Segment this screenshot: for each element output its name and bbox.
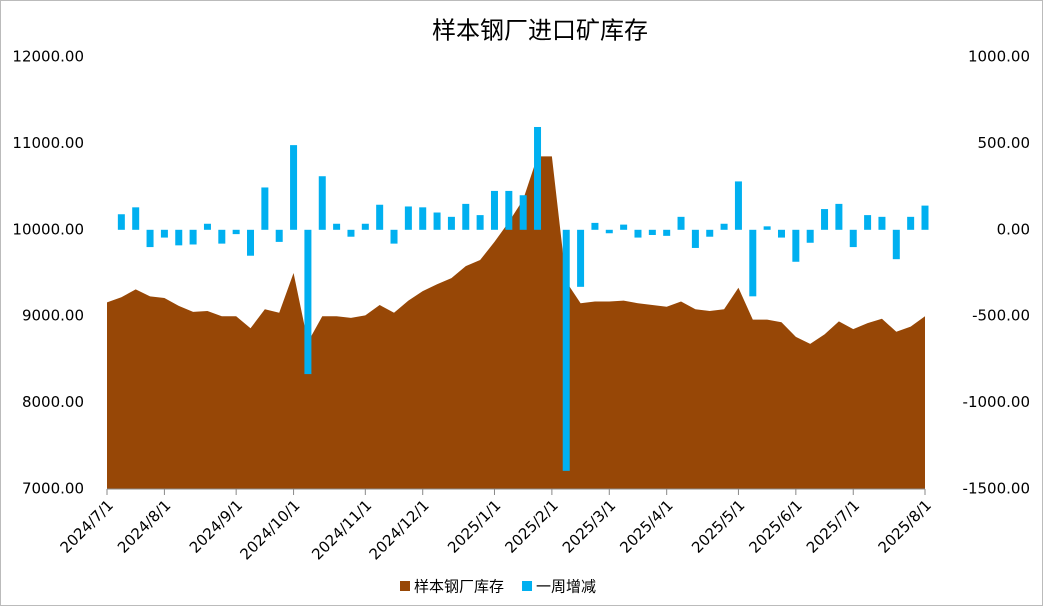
bar xyxy=(677,216,685,230)
bar xyxy=(605,229,613,234)
bar xyxy=(261,187,269,230)
legend-label: 样本钢厂库存 xyxy=(414,578,504,596)
bar xyxy=(189,229,197,245)
bar xyxy=(849,229,857,248)
bar xyxy=(376,204,384,230)
y2-tick-label: -1500.00 xyxy=(963,480,1030,498)
legend-swatch xyxy=(522,581,533,591)
y2-tick-label: 1000.00 xyxy=(968,48,1030,66)
bar xyxy=(878,216,886,230)
bar xyxy=(419,207,427,230)
bar xyxy=(232,229,240,235)
bar xyxy=(390,229,398,244)
bar xyxy=(203,223,211,230)
y-tick-label: 11000.00 xyxy=(12,134,84,152)
bar xyxy=(117,214,125,230)
bar xyxy=(821,209,829,230)
y2-tick-label: -1000.00 xyxy=(963,393,1030,411)
bar xyxy=(577,229,585,287)
bar xyxy=(620,224,628,230)
bar xyxy=(476,215,484,230)
y-tick-label: 7000.00 xyxy=(22,480,84,498)
bar xyxy=(218,229,226,244)
y-tick-label: 8000.00 xyxy=(22,393,84,411)
bar xyxy=(132,207,140,230)
bar xyxy=(519,195,527,230)
bar xyxy=(347,229,355,237)
legend-label: 一周增减 xyxy=(536,578,596,596)
bar xyxy=(921,205,929,230)
bar xyxy=(361,223,369,230)
bar xyxy=(290,145,298,230)
bar xyxy=(706,229,714,237)
y2-tick-label: 0.00 xyxy=(997,220,1030,238)
bar xyxy=(304,229,312,375)
bar xyxy=(404,206,412,230)
bar xyxy=(534,126,542,230)
bar xyxy=(591,222,599,230)
bar xyxy=(505,190,513,230)
y-tick-label: 9000.00 xyxy=(22,307,84,325)
bar xyxy=(792,229,800,262)
bar xyxy=(318,176,326,230)
bar xyxy=(247,229,255,256)
bar xyxy=(864,215,872,230)
bar xyxy=(462,203,470,230)
bar xyxy=(447,216,455,230)
bar xyxy=(663,229,671,236)
bar xyxy=(634,229,642,238)
y-tick-label: 12000.00 xyxy=(12,48,84,66)
area xyxy=(107,156,925,490)
chart-title: 样本钢厂进口矿库存 xyxy=(432,17,648,45)
legend-swatch xyxy=(400,581,410,591)
bar xyxy=(691,229,699,248)
y2-tick-label: -500.00 xyxy=(972,307,1030,325)
bar xyxy=(749,229,757,297)
bar xyxy=(146,229,154,248)
bar xyxy=(490,190,498,230)
bar xyxy=(777,229,785,238)
y2-tick-label: 500.00 xyxy=(978,134,1031,152)
bar xyxy=(648,229,656,235)
bar xyxy=(175,229,183,246)
bar xyxy=(333,223,341,230)
y-tick-label: 10000.00 xyxy=(12,220,84,238)
bar xyxy=(720,223,728,230)
bar xyxy=(160,229,168,238)
bar xyxy=(562,229,570,471)
bar xyxy=(275,229,283,242)
bar xyxy=(734,181,742,230)
bar xyxy=(763,226,771,230)
bar xyxy=(806,229,814,243)
bar xyxy=(835,203,843,230)
bar xyxy=(907,216,915,230)
bar xyxy=(433,212,441,230)
bar xyxy=(892,229,900,260)
